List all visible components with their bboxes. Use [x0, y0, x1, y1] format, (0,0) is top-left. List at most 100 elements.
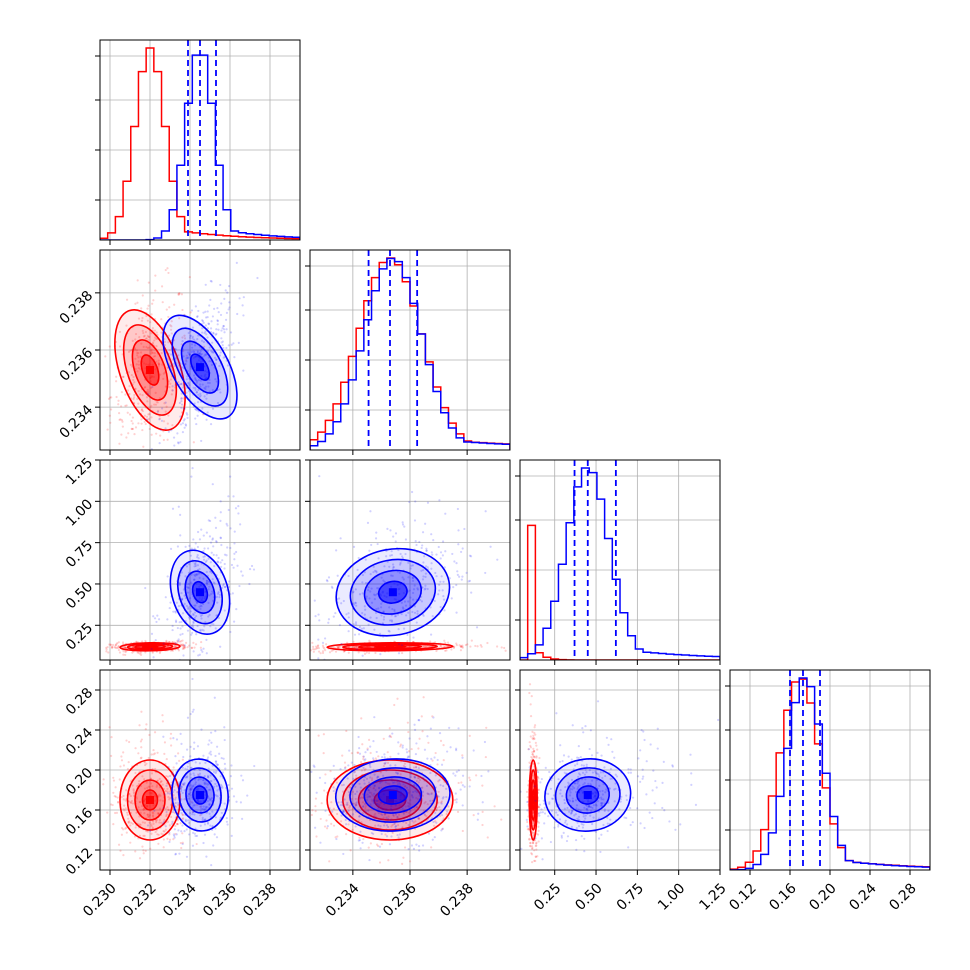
scatter-point	[139, 757, 142, 760]
scatter-point	[441, 828, 444, 831]
scatter-point	[600, 833, 603, 836]
scatter-point	[220, 302, 223, 305]
scatter-point	[445, 812, 448, 816]
scatter-point	[314, 797, 318, 800]
scatter-point	[185, 391, 188, 394]
scatter-point	[206, 583, 209, 586]
scatter-point	[141, 394, 144, 397]
scatter-point	[604, 791, 607, 794]
scatter-point	[198, 576, 201, 579]
scatter-point	[390, 574, 393, 577]
scatter-point	[204, 783, 207, 786]
scatter-point	[146, 830, 149, 833]
scatter-point	[368, 858, 371, 862]
scatter-point	[413, 611, 417, 614]
scatter-point	[192, 650, 195, 653]
scatter-point	[610, 738, 613, 741]
scatter-point	[215, 541, 218, 544]
scatter-point	[166, 787, 169, 790]
scatter-point	[351, 828, 354, 832]
scatter-point	[198, 772, 202, 775]
x-tick-label: 0.230	[80, 880, 120, 920]
scatter-point	[532, 762, 535, 765]
scatter-point	[186, 629, 190, 632]
scatter-point	[230, 343, 233, 346]
scatter-point	[383, 565, 386, 568]
scatter-point	[223, 328, 226, 331]
scatter-point	[570, 778, 574, 781]
scatter-point	[193, 565, 196, 568]
scatter-point	[136, 370, 139, 373]
scatter-point	[573, 787, 576, 790]
scatter-point	[189, 581, 193, 584]
scatter-point	[326, 580, 329, 583]
scatter-point	[430, 567, 433, 570]
scatter-point	[130, 427, 133, 430]
scatter-point	[379, 825, 382, 828]
scatter-point	[372, 801, 375, 805]
scatter-point	[410, 564, 413, 567]
scatter-point	[181, 339, 184, 343]
scatter-point	[570, 758, 573, 761]
scatter-point	[215, 794, 218, 797]
scatter-point	[461, 754, 464, 757]
scatter-point	[282, 646, 284, 648]
scatter-point	[137, 752, 140, 755]
scatter-point	[156, 784, 159, 787]
scatter-point	[152, 355, 155, 358]
scatter-point	[184, 641, 188, 644]
scatter-point	[383, 756, 386, 759]
scatter-point	[166, 806, 169, 809]
scatter-point	[178, 852, 181, 855]
scatter-point	[387, 629, 390, 632]
scatter-point	[194, 376, 197, 380]
scatter-point	[130, 801, 133, 804]
scatter-point	[395, 824, 398, 828]
scatter-point	[145, 762, 148, 765]
scatter-point	[110, 645, 114, 649]
scatter-point	[173, 348, 177, 351]
scatter-point	[422, 561, 425, 564]
scatter-point	[165, 814, 168, 818]
scatter-point	[413, 807, 416, 810]
scatter-point	[461, 645, 464, 648]
scatter-point	[532, 840, 535, 843]
scatter-point	[192, 441, 195, 444]
scatter-point	[180, 830, 183, 833]
scatter-point	[375, 616, 378, 620]
scatter-point	[157, 645, 161, 648]
scatter-point	[366, 793, 369, 796]
scatter-point	[201, 628, 204, 631]
scatter-point	[331, 810, 334, 813]
scatter-point	[191, 335, 194, 338]
scatter-point	[130, 463, 132, 465]
scatter-point	[128, 413, 132, 416]
panel-frame	[99, 39, 301, 241]
scatter-point	[192, 772, 195, 775]
scatter-point	[205, 393, 209, 396]
scatter-point	[200, 352, 203, 356]
scatter-point	[373, 799, 376, 802]
scatter-point	[418, 817, 421, 821]
scatter-point	[530, 845, 534, 848]
scatter-point	[204, 560, 207, 563]
y-tick-label: 0.24	[63, 725, 96, 758]
scatter-point	[405, 821, 408, 825]
scatter-point	[405, 786, 409, 789]
scatter-point	[399, 773, 402, 776]
scatter-point	[587, 806, 590, 809]
scatter-point	[185, 565, 189, 568]
scatter-point	[189, 767, 193, 770]
scatter-point	[349, 786, 352, 789]
scatter-point	[432, 820, 435, 824]
scatter-point	[207, 601, 210, 604]
scatter-point	[601, 802, 604, 805]
scatter-point	[397, 741, 400, 744]
scatter-point	[342, 810, 345, 813]
scatter-point	[171, 628, 174, 632]
scatter-point	[370, 601, 374, 604]
scatter-point	[215, 358, 218, 361]
scatter-point	[220, 432, 222, 434]
scatter-point	[594, 830, 598, 833]
scatter-point	[134, 332, 138, 336]
